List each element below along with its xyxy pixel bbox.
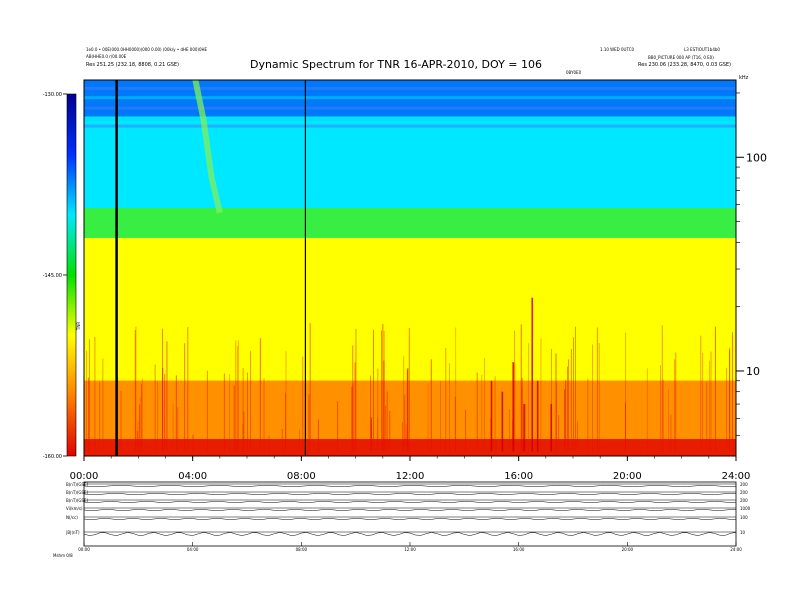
spectrum-stripe-2 xyxy=(84,106,736,110)
x-tick-label: 04:00 xyxy=(178,471,207,482)
strip-panel-label: B(nT)(GSE) xyxy=(66,482,89,487)
colorbar-tick-label: -130.00 xyxy=(43,92,62,98)
spectrum-background xyxy=(84,80,736,456)
x-tick-label: 08:00 xyxy=(287,471,316,482)
spectrum-stripe-0 xyxy=(84,86,736,90)
strip-panel-label: B(nT)(GSE) xyxy=(66,498,89,503)
strip-panel-right-label: 200 xyxy=(740,498,748,503)
strip-x-tick-label: 16:00 xyxy=(513,547,525,552)
header-top-left-3: Res 251.25 (232.18, 8808, 0.21 GSE) xyxy=(86,62,180,68)
strip-panel-right-label: 1000 xyxy=(740,506,751,511)
header-top-right-4: Res 230.06 (233.28, 8470, 0.03 GSE) xyxy=(638,62,732,68)
strip-panel-right-label: 200 xyxy=(740,482,748,487)
spectrum-band-0 xyxy=(84,439,736,456)
strip-x-tick-label: 04:00 xyxy=(187,547,199,552)
x-tick-label: 12:00 xyxy=(396,471,425,482)
strip-panel-label: N(/cc) xyxy=(66,515,78,520)
strip-panel-label: Vi(km/s) xyxy=(66,506,83,511)
spectrum-band-1 xyxy=(84,380,736,440)
y-tick-label: 100 xyxy=(746,151,767,164)
header-top-right-1: 1.10 WED 0UTC0 xyxy=(600,47,635,52)
strip-panel-trace xyxy=(83,493,737,495)
spectrum-band-3 xyxy=(84,207,736,238)
strip-panel-right-label: 100 xyxy=(740,515,748,520)
strip-panel-label: B(nT)(GSE) xyxy=(66,490,89,495)
spectrum-band-2 xyxy=(84,237,736,381)
strip-panel-trace xyxy=(83,532,737,536)
spectrum-stripe-4 xyxy=(84,124,736,128)
header-top-left-1: 1e0.0 • 00E(000.0HH0000)(000 0.00) (00k/… xyxy=(86,47,208,52)
y-tick-label: 10 xyxy=(746,365,760,378)
y-unit-label: kHz xyxy=(739,75,749,81)
strip-x-tick-label: 12:00 xyxy=(404,547,416,552)
strip-panel-frame xyxy=(83,481,737,547)
spectrum-stripe-3 xyxy=(84,118,736,122)
strip-x-tick-label: 08:00 xyxy=(296,547,308,552)
colorbar-axis-label: TNR xyxy=(76,322,81,331)
burst-track xyxy=(192,79,223,214)
strip-panel-trace xyxy=(83,518,737,520)
strip-panel-right-label: 10 xyxy=(740,530,746,535)
x-tick-label: 00:00 xyxy=(70,471,99,482)
strip-panel-trace xyxy=(83,509,736,511)
spectrum-stripe-1 xyxy=(84,96,736,100)
x-tick-label: 24:00 xyxy=(722,471,751,482)
strip-panel-right-label: 200 xyxy=(740,490,748,495)
strip-x-tick-label: 00:00 xyxy=(78,547,90,552)
colorbar-tick-label: -160.00 xyxy=(43,454,62,460)
spectrum-band-4 xyxy=(84,116,736,208)
strip-footer-label: Mshm 0/8 xyxy=(53,553,73,558)
header-top-right-2: L3 ESTIOUT1b4b0 xyxy=(684,47,720,52)
strip-panel-trace xyxy=(83,501,736,503)
header-center-mark: 0BY0E0 xyxy=(566,70,582,75)
x-tick-label: 20:00 xyxy=(613,471,642,482)
strip-x-tick-label: 20:00 xyxy=(622,547,634,552)
x-tick-label: 16:00 xyxy=(504,471,533,482)
colorbar-tick-label: -145.00 xyxy=(43,273,62,279)
header-top-left-2: AB(HHE0.0 r/00.00E xyxy=(86,54,127,59)
strip-panel-label: |B|(nT) xyxy=(66,530,80,535)
colorbar xyxy=(66,93,77,457)
header-top-right-3: BB0_PICTURE 000 AP (T16, 0 E0) xyxy=(648,55,714,60)
chart-title: Dynamic Spectrum for TNR 16-APR-2010, DO… xyxy=(249,58,542,71)
strip-panel-trace xyxy=(83,485,737,487)
strip-x-tick-label: 24:00 xyxy=(730,547,742,552)
